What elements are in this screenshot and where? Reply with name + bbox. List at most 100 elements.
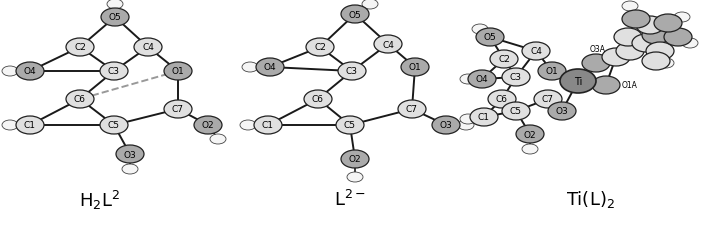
Text: C1: C1 [262, 121, 274, 130]
Ellipse shape [362, 0, 378, 10]
Ellipse shape [164, 63, 192, 81]
Text: O4: O4 [24, 67, 36, 76]
Ellipse shape [674, 13, 690, 23]
Ellipse shape [582, 55, 610, 73]
Ellipse shape [592, 77, 620, 94]
Ellipse shape [468, 71, 496, 89]
Text: H$_2$L$^2$: H$_2$L$^2$ [79, 188, 120, 211]
Ellipse shape [664, 29, 692, 47]
Text: O1: O1 [546, 67, 559, 76]
Text: O3: O3 [556, 107, 568, 116]
Text: C5: C5 [108, 121, 120, 130]
Ellipse shape [658, 59, 674, 69]
Text: C4: C4 [530, 47, 542, 56]
Ellipse shape [341, 150, 369, 168]
Text: C6: C6 [496, 95, 508, 104]
Ellipse shape [458, 120, 474, 130]
Ellipse shape [432, 117, 460, 134]
Text: C1: C1 [478, 113, 490, 122]
Ellipse shape [632, 35, 660, 53]
Ellipse shape [642, 27, 670, 45]
Ellipse shape [134, 39, 162, 57]
Text: O5: O5 [484, 33, 496, 42]
Ellipse shape [194, 117, 222, 134]
Text: O1: O1 [409, 63, 421, 72]
Ellipse shape [254, 117, 282, 134]
Text: L$^{2-}$: L$^{2-}$ [334, 189, 366, 209]
Ellipse shape [602, 49, 630, 67]
Ellipse shape [522, 144, 538, 154]
Text: Ti: Ti [574, 77, 582, 87]
Ellipse shape [347, 172, 363, 182]
Ellipse shape [100, 63, 128, 81]
Ellipse shape [2, 120, 18, 130]
Ellipse shape [534, 91, 562, 108]
Ellipse shape [401, 59, 429, 77]
Text: C4: C4 [382, 40, 394, 49]
Ellipse shape [374, 36, 402, 54]
Ellipse shape [490, 51, 518, 69]
Text: O5: O5 [109, 14, 122, 22]
Text: C4: C4 [142, 43, 154, 52]
Ellipse shape [107, 0, 123, 10]
Ellipse shape [476, 29, 504, 47]
Ellipse shape [538, 63, 566, 81]
Ellipse shape [336, 117, 364, 134]
Ellipse shape [240, 120, 256, 130]
Text: C7: C7 [542, 95, 554, 104]
Text: Ti(L)$_2$: Ti(L)$_2$ [565, 189, 614, 209]
Ellipse shape [122, 164, 138, 174]
Ellipse shape [682, 39, 698, 49]
Text: O2: O2 [348, 155, 361, 164]
Ellipse shape [646, 43, 674, 61]
Ellipse shape [66, 91, 94, 108]
Text: O3: O3 [124, 150, 136, 159]
Ellipse shape [522, 43, 550, 61]
Ellipse shape [16, 117, 44, 134]
Ellipse shape [622, 2, 638, 12]
Text: C7: C7 [406, 105, 418, 114]
Ellipse shape [636, 17, 664, 35]
Ellipse shape [2, 67, 18, 77]
Ellipse shape [398, 101, 426, 119]
Ellipse shape [460, 115, 476, 124]
Text: O1: O1 [171, 67, 184, 76]
Ellipse shape [210, 134, 226, 144]
Ellipse shape [101, 9, 129, 27]
Text: C2: C2 [314, 43, 326, 52]
Ellipse shape [341, 6, 369, 24]
Text: O4: O4 [476, 75, 488, 84]
Text: O1A: O1A [622, 81, 638, 90]
Ellipse shape [164, 101, 192, 119]
Ellipse shape [16, 63, 44, 81]
Text: C6: C6 [312, 95, 324, 104]
Ellipse shape [616, 43, 644, 61]
Ellipse shape [304, 91, 332, 108]
Text: C3: C3 [510, 73, 522, 82]
Text: C3: C3 [108, 67, 120, 76]
Text: O3: O3 [440, 121, 452, 130]
Ellipse shape [502, 69, 530, 87]
Text: O5: O5 [348, 10, 361, 19]
Text: O4: O4 [264, 63, 276, 72]
Text: C6: C6 [74, 95, 86, 104]
Ellipse shape [560, 70, 596, 94]
Ellipse shape [242, 63, 258, 73]
Ellipse shape [460, 75, 476, 85]
Text: C2: C2 [498, 55, 510, 64]
Text: C5: C5 [510, 107, 522, 116]
Ellipse shape [654, 15, 682, 33]
Ellipse shape [614, 29, 642, 47]
Ellipse shape [548, 103, 576, 120]
Ellipse shape [488, 91, 516, 108]
Text: O2: O2 [202, 121, 215, 130]
Ellipse shape [622, 11, 650, 29]
Text: C2: C2 [74, 43, 86, 52]
Text: O2: O2 [523, 130, 536, 139]
Ellipse shape [472, 25, 488, 35]
Ellipse shape [338, 63, 366, 81]
Ellipse shape [502, 103, 530, 120]
Text: C1: C1 [24, 121, 36, 130]
Text: C3: C3 [346, 67, 358, 76]
Text: O3A: O3A [590, 45, 606, 54]
